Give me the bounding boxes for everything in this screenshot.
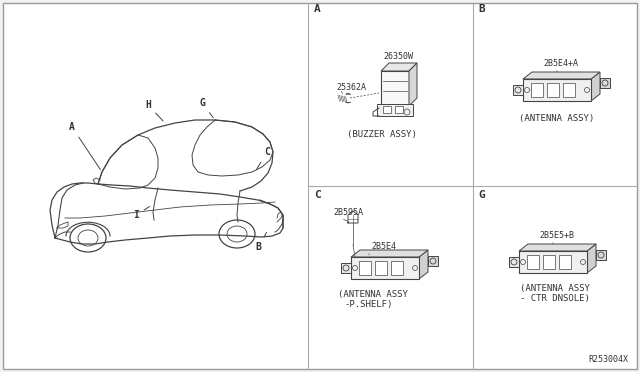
Text: 2B5E4+A: 2B5E4+A [543,59,579,68]
Text: (ANTENNA ASSY: (ANTENNA ASSY [520,284,590,293]
Bar [383,106,391,113]
Text: R253004X: R253004X [588,355,628,364]
Bar [513,85,523,95]
Bar [547,83,559,97]
Text: (ANTENNA ASSY: (ANTENNA ASSY [338,290,408,299]
Bar [600,78,610,88]
Bar [559,255,571,269]
Text: -P.SHELF): -P.SHELF) [345,300,393,309]
Text: A: A [69,122,100,170]
Polygon shape [519,244,596,251]
Text: B: B [478,4,484,14]
Text: (BUZZER ASSY): (BUZZER ASSY) [347,130,417,139]
Bar [543,255,555,269]
Text: 26350W: 26350W [383,52,413,61]
Polygon shape [381,63,417,71]
Bar [391,261,403,275]
Bar [596,250,606,260]
Text: 2B5E5+B: 2B5E5+B [540,231,575,240]
Bar [381,71,409,106]
Text: (ANTENNA ASSY): (ANTENNA ASSY) [520,114,595,123]
Polygon shape [523,72,600,79]
Bar [527,255,539,269]
Polygon shape [587,244,596,273]
Polygon shape [419,250,428,279]
Bar [359,261,371,275]
Polygon shape [591,72,600,101]
Text: G: G [199,98,213,118]
Bar [531,83,543,97]
Text: 25362A: 25362A [336,83,366,92]
Polygon shape [351,250,428,257]
Text: 2B5E4: 2B5E4 [371,242,396,251]
Text: I: I [133,206,150,220]
Bar [428,256,438,266]
Bar [377,104,413,116]
Bar [523,79,591,101]
Text: A: A [314,4,321,14]
Bar [509,257,519,267]
Polygon shape [409,63,417,106]
Text: C: C [314,190,321,200]
Bar [519,251,587,273]
Bar [563,83,575,97]
Bar [395,106,403,113]
Bar [375,261,387,275]
Bar [341,263,351,273]
Text: 2B595A: 2B595A [333,208,363,217]
Bar [351,257,419,279]
Text: - CTR DNSOLE): - CTR DNSOLE) [520,294,590,303]
Text: H: H [145,100,163,121]
Text: B: B [255,232,267,252]
Text: G: G [478,190,484,200]
Text: C: C [257,147,270,170]
